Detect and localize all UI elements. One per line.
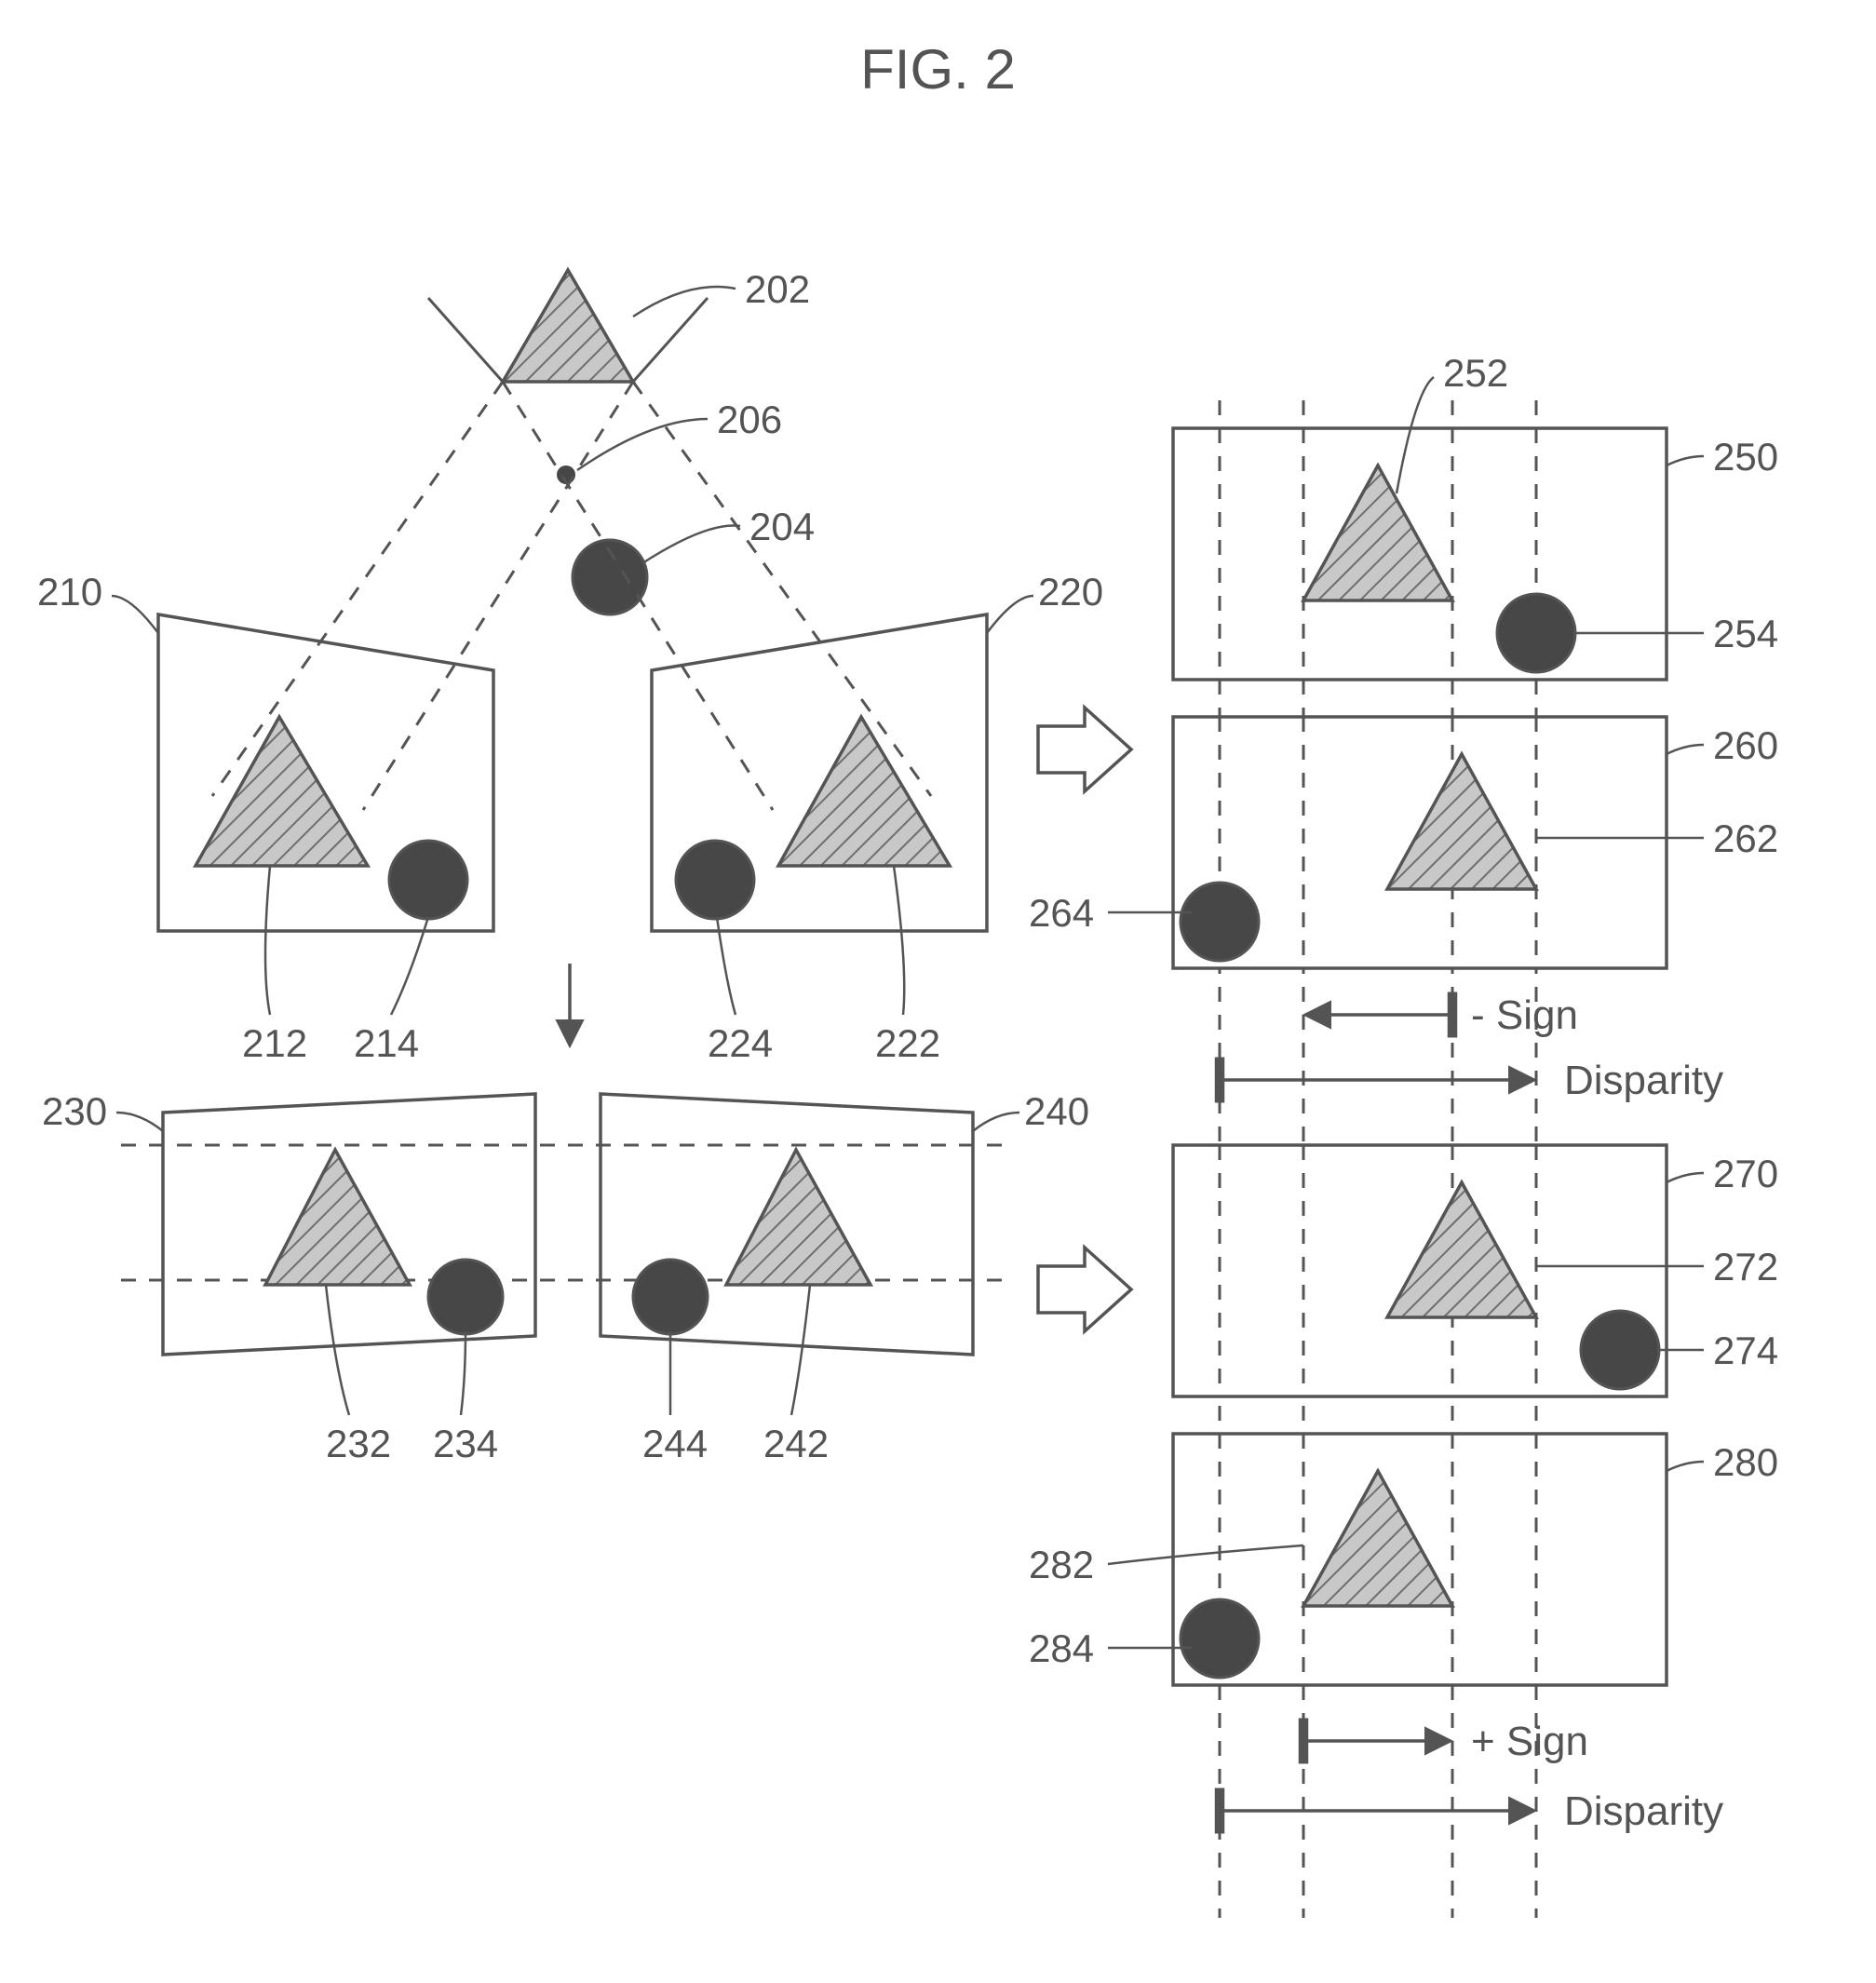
label-252: 252 [1443,351,1508,395]
label-262: 262 [1713,816,1778,860]
circle-264 [1181,883,1259,961]
stereo-geometry-group: 202 206 204 210 220 212 214 224 222 [37,267,1103,1065]
diagram-svg: 202 206 204 210 220 212 214 224 222 230 … [0,0,1876,1983]
projected-triangle-222 [778,717,950,866]
disparity-text-2: Disparity [1564,1788,1723,1834]
projected-triangle-212 [196,717,368,866]
hollow-arrow-1 [1038,708,1131,791]
label-264: 264 [1029,891,1094,935]
right-column-group: 252 250 254 260 262 264 270 272 274 280 … [1029,351,1778,1918]
label-232: 232 [326,1422,391,1465]
label-274: 274 [1713,1329,1778,1372]
rect-circle-234 [428,1260,503,1334]
label-242: 242 [763,1422,829,1465]
label-284: 284 [1029,1626,1094,1670]
object-triangle-202 [503,270,633,382]
label-254: 254 [1713,612,1778,655]
label-214: 214 [354,1021,419,1065]
circle-274 [1581,1311,1659,1389]
label-210: 210 [37,570,102,614]
label-240: 240 [1024,1089,1089,1133]
label-230: 230 [42,1089,107,1133]
label-224: 224 [708,1021,773,1065]
circle-284 [1181,1599,1259,1678]
label-272: 272 [1713,1245,1778,1288]
label-212: 212 [242,1021,307,1065]
label-204: 204 [749,505,815,548]
label-270: 270 [1713,1152,1778,1195]
circle-254 [1497,594,1575,672]
label-220: 220 [1038,570,1103,614]
label-206: 206 [717,398,782,441]
rect-triangle-232 [265,1150,410,1285]
disparity-text-1: Disparity [1564,1058,1723,1103]
minus-sign-text: - Sign [1471,992,1578,1038]
rect-circle-244 [633,1260,708,1334]
label-202: 202 [745,267,810,311]
label-244: 244 [642,1422,708,1465]
label-250: 250 [1713,435,1778,479]
projected-circle-214 [389,841,467,919]
rectified-pair-group: 230 240 232 234 244 242 [42,1089,1089,1465]
label-282: 282 [1029,1543,1094,1586]
rect-triangle-242 [726,1150,871,1285]
hollow-arrow-2 [1038,1248,1131,1331]
hollow-arrows-group [1038,708,1131,1331]
plus-sign-text: + Sign [1471,1719,1588,1764]
label-222: 222 [875,1021,940,1065]
label-280: 280 [1713,1440,1778,1484]
label-234: 234 [433,1422,498,1465]
label-260: 260 [1713,723,1778,767]
projected-circle-224 [676,841,754,919]
